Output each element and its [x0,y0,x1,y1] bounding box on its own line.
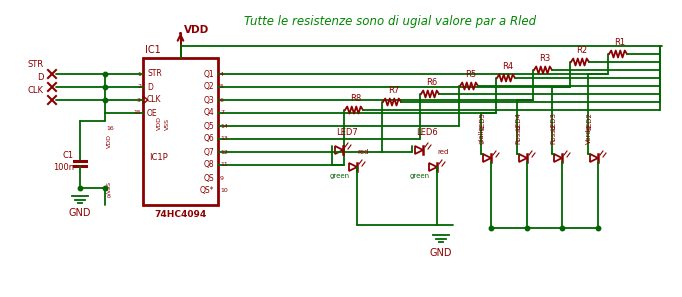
Text: Q3: Q3 [203,96,214,105]
Text: LED2: LED2 [586,112,592,130]
Text: D: D [38,73,44,82]
Text: VSS: VSS [106,181,111,193]
Text: 8: 8 [106,195,110,200]
Text: R2: R2 [576,46,588,55]
Text: 6: 6 [220,97,224,102]
Text: IC1P: IC1P [149,154,168,162]
Text: 14: 14 [220,124,228,129]
Text: 12: 12 [220,149,228,154]
Text: 15: 15 [133,110,141,116]
Text: Tutte le resistenze sono di ugial valore par a Rled: Tutte le resistenze sono di ugial valore… [244,15,536,28]
Text: VDD: VDD [183,25,209,35]
Text: CLK: CLK [28,86,44,95]
Text: D: D [147,83,153,91]
Text: 4: 4 [220,72,224,77]
Text: R6: R6 [426,78,438,87]
Text: 16: 16 [106,126,115,130]
Text: red: red [437,149,448,155]
Text: R1: R1 [614,38,625,47]
Text: Q6: Q6 [203,135,214,143]
Text: VSS: VSS [164,118,170,129]
Text: 74HC4094: 74HC4094 [154,210,207,219]
Text: 100n: 100n [53,164,74,173]
Text: R8: R8 [351,94,361,103]
Text: VDD: VDD [106,134,111,148]
Text: Q1: Q1 [203,69,214,78]
Text: R3: R3 [539,54,550,63]
Text: Q4: Q4 [203,108,214,118]
Text: 10: 10 [220,189,228,194]
Text: Rosso: Rosso [550,124,556,144]
Text: Q2: Q2 [203,83,214,91]
Text: LED6: LED6 [416,128,438,137]
Text: 2: 2 [137,85,141,89]
Text: 11: 11 [220,162,228,168]
Text: R7: R7 [388,86,400,95]
Text: STR: STR [28,60,44,69]
Text: VDD: VDD [156,116,162,130]
Text: 1: 1 [137,72,141,77]
Text: LED7: LED7 [336,128,358,137]
Text: LED5: LED5 [479,112,485,130]
Text: green: green [410,173,430,179]
Text: LED4: LED4 [515,112,521,130]
Text: red: red [357,149,368,155]
Text: GND: GND [69,208,91,218]
Text: Q8: Q8 [203,160,214,170]
Text: QS: QS [203,173,214,182]
Text: IC1: IC1 [145,45,161,55]
Text: C1: C1 [63,151,74,159]
Text: Verde: Verde [586,124,592,144]
Text: giallo: giallo [479,125,485,144]
Text: 9: 9 [220,176,224,181]
Text: CLK: CLK [147,96,162,105]
Text: green: green [330,173,350,179]
Text: 5: 5 [220,85,224,89]
Text: OE: OE [147,108,158,118]
Text: R5: R5 [465,70,477,79]
Text: 13: 13 [220,137,228,141]
Text: QS*: QS* [200,187,214,195]
Text: 7: 7 [220,110,224,116]
Text: Q7: Q7 [203,148,214,157]
Bar [143,58,218,205]
Text: 3: 3 [137,97,141,102]
Text: Q5: Q5 [203,121,214,130]
Text: R4: R4 [503,62,514,71]
Text: STR: STR [147,69,162,78]
Text: Rosso: Rosso [515,124,521,144]
Text: GND: GND [430,248,452,258]
Text: LED3: LED3 [550,112,556,130]
